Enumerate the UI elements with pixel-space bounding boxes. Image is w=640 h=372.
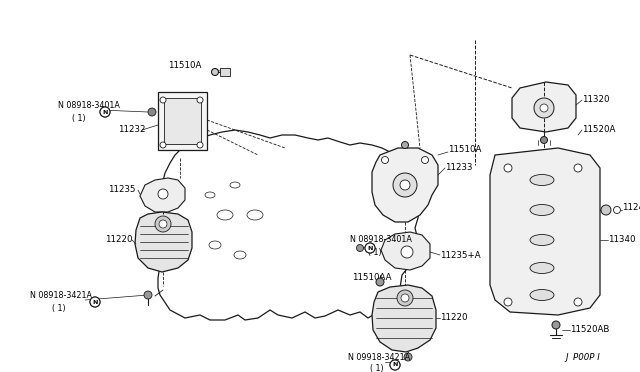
Text: N 09918-3421A: N 09918-3421A	[348, 353, 410, 362]
Circle shape	[574, 298, 582, 306]
Circle shape	[504, 298, 512, 306]
Circle shape	[552, 321, 560, 329]
Circle shape	[160, 97, 166, 103]
Circle shape	[144, 291, 152, 299]
Text: 11220: 11220	[105, 235, 132, 244]
Circle shape	[404, 353, 412, 361]
Circle shape	[376, 278, 384, 286]
Text: N: N	[392, 362, 397, 368]
Text: 11246N: 11246N	[622, 203, 640, 212]
Text: N: N	[92, 299, 98, 305]
Polygon shape	[490, 148, 600, 315]
Circle shape	[401, 294, 409, 302]
Circle shape	[574, 164, 582, 172]
Circle shape	[422, 157, 429, 164]
Circle shape	[401, 246, 413, 258]
Circle shape	[197, 142, 203, 148]
Circle shape	[356, 244, 364, 251]
Text: ( 1): ( 1)	[370, 363, 383, 372]
Text: 11340: 11340	[608, 235, 636, 244]
Circle shape	[148, 108, 156, 116]
Text: 11510A: 11510A	[448, 145, 481, 154]
Text: 11520A: 11520A	[582, 125, 616, 135]
Ellipse shape	[230, 182, 240, 188]
Circle shape	[100, 107, 110, 117]
Text: N 08918-3401A: N 08918-3401A	[58, 102, 120, 110]
Circle shape	[160, 142, 166, 148]
Polygon shape	[372, 285, 436, 352]
Polygon shape	[140, 178, 185, 212]
Circle shape	[401, 141, 408, 148]
Polygon shape	[164, 98, 201, 144]
Circle shape	[534, 98, 554, 118]
Ellipse shape	[530, 263, 554, 273]
Circle shape	[365, 243, 375, 253]
Circle shape	[365, 243, 375, 253]
Ellipse shape	[530, 174, 554, 186]
Circle shape	[540, 104, 548, 112]
Circle shape	[211, 68, 218, 76]
Circle shape	[601, 205, 611, 215]
Ellipse shape	[217, 210, 233, 220]
Circle shape	[504, 164, 512, 172]
Text: 11510A: 11510A	[168, 61, 202, 70]
Circle shape	[158, 189, 168, 199]
Polygon shape	[135, 212, 192, 272]
Text: N 08918-3421A: N 08918-3421A	[30, 292, 92, 301]
Text: 11510AA: 11510AA	[352, 273, 392, 282]
Text: 11520AB: 11520AB	[570, 326, 609, 334]
Polygon shape	[220, 68, 230, 76]
Polygon shape	[158, 92, 207, 150]
Circle shape	[390, 360, 400, 370]
Text: N: N	[367, 246, 372, 250]
Circle shape	[90, 297, 100, 307]
Circle shape	[390, 360, 400, 370]
Ellipse shape	[530, 205, 554, 215]
Text: 11320: 11320	[582, 96, 609, 105]
Ellipse shape	[209, 241, 221, 249]
Polygon shape	[372, 148, 438, 222]
Polygon shape	[512, 82, 576, 132]
Text: 11235: 11235	[108, 186, 136, 195]
Circle shape	[397, 290, 413, 306]
Text: 11232: 11232	[118, 125, 145, 135]
Circle shape	[155, 216, 171, 232]
Text: N: N	[102, 109, 108, 115]
Ellipse shape	[234, 251, 246, 259]
Text: ( 1): ( 1)	[52, 304, 66, 312]
Ellipse shape	[530, 289, 554, 301]
Circle shape	[197, 97, 203, 103]
Circle shape	[541, 137, 547, 144]
Circle shape	[381, 157, 388, 164]
Text: J  P00P I: J P00P I	[565, 353, 600, 362]
Circle shape	[614, 206, 621, 214]
Polygon shape	[381, 232, 430, 270]
Circle shape	[90, 297, 100, 307]
Text: 11220: 11220	[440, 314, 467, 323]
Text: ( 1): ( 1)	[72, 113, 86, 122]
Ellipse shape	[247, 210, 263, 220]
Circle shape	[100, 107, 110, 117]
Text: 11233: 11233	[445, 164, 472, 173]
Ellipse shape	[530, 234, 554, 246]
Circle shape	[159, 220, 167, 228]
Polygon shape	[157, 130, 420, 320]
Text: 11235+A: 11235+A	[440, 250, 481, 260]
Text: N 08918-3401A: N 08918-3401A	[350, 235, 412, 244]
Circle shape	[400, 180, 410, 190]
Circle shape	[393, 173, 417, 197]
Ellipse shape	[205, 192, 215, 198]
Text: ( 1): ( 1)	[368, 247, 381, 257]
